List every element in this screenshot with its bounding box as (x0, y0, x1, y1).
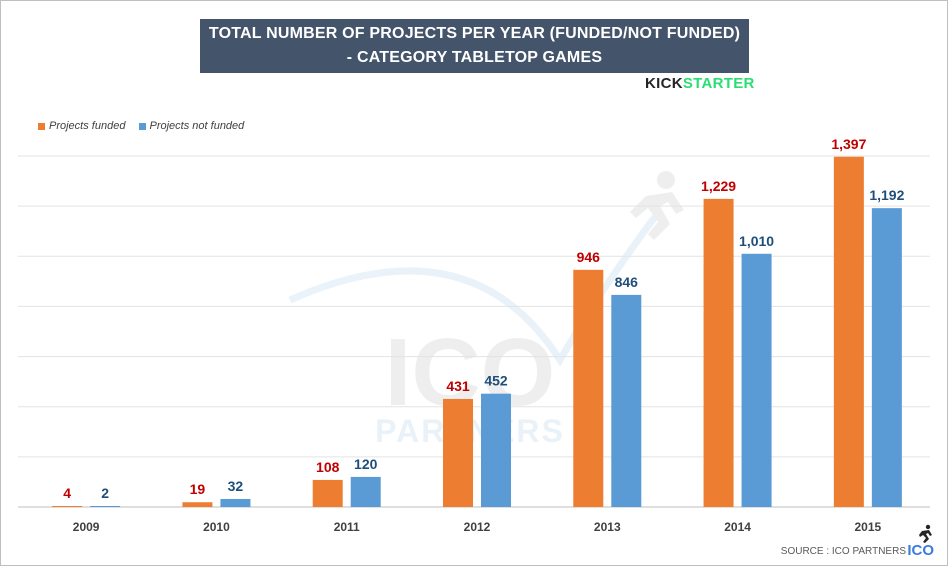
label-funded-2014: 1,229 (701, 178, 736, 194)
legend: Projects funded Projects not funded (38, 120, 254, 132)
x-tick-2015: 2015 (855, 520, 882, 534)
watermark-runner-icon (630, 171, 684, 240)
bar-not-funded-2009 (90, 506, 121, 507)
label-not-funded-2010: 32 (228, 478, 244, 494)
chart-title: TOTAL NUMBER OF PROJECTS PER YEAR (FUNDE… (200, 19, 749, 73)
legend-swatch-not-funded (138, 122, 146, 130)
label-funded-2009: 4 (63, 485, 71, 501)
label-funded-2013: 946 (577, 249, 601, 265)
bar-not-funded-2011 (350, 476, 381, 507)
legend-item-not-funded: Projects not funded (138, 120, 245, 133)
logo-part-2: STARTER (682, 75, 755, 92)
label-funded-2015: 1,397 (831, 136, 866, 152)
bar-funded-2015 (833, 156, 864, 507)
bar-not-funded-2015 (871, 208, 902, 508)
label-funded-2010: 19 (190, 481, 206, 497)
bars (52, 156, 902, 508)
bar-funded-2013 (573, 269, 604, 507)
x-tick-2012: 2012 (464, 520, 491, 534)
title-line-2: - CATEGORY TABLETOP GAMES (346, 49, 603, 66)
label-not-funded-2011: 120 (354, 456, 378, 472)
bar-funded-2014 (703, 198, 734, 508)
x-tick-2010: 2010 (203, 520, 230, 534)
x-tick-2014: 2014 (724, 520, 751, 534)
data-labels: 4 2 19 32 108 120 431 452 946 846 1,229 1,010 1,397 1… (63, 136, 904, 501)
legend-swatch-funded (38, 122, 45, 130)
gridlines (18, 155, 930, 508)
bar-not-funded-2014 (741, 253, 772, 507)
x-tick-2011: 2011 (334, 520, 360, 534)
label-not-funded-2015: 1,192 (869, 187, 904, 203)
x-tick-2009: 2009 (73, 520, 100, 534)
bar-not-funded-2013 (611, 294, 642, 507)
label-not-funded-2009: 2 (101, 485, 109, 501)
label-funded-2011: 108 (316, 459, 340, 475)
x-tick-2013: 2013 (594, 520, 621, 534)
x-axis-ticks: 2009 2010 2011 2012 2013 2014 2015 (73, 520, 882, 534)
bar-not-funded-2012 (481, 393, 511, 507)
legend-item-funded: Projects funded (38, 120, 125, 132)
label-funded-2012: 431 (446, 378, 470, 394)
source-note: SOURCE : ICO PARTNERS (780, 546, 906, 557)
legend-label-funded: Projects funded (49, 120, 126, 133)
ico-logo: ICO (907, 542, 934, 559)
label-not-funded-2013: 846 (615, 274, 639, 290)
bar-not-funded-2010 (220, 498, 251, 507)
bar-funded-2009 (52, 505, 83, 507)
kickstarter-logo: KICKSTARTER (645, 75, 755, 92)
bar-funded-2012 (443, 398, 473, 507)
logo-part-1: KICK (645, 75, 683, 92)
label-not-funded-2014: 1,010 (739, 233, 774, 249)
watermark-swoosh (288, 207, 663, 367)
label-not-funded-2012: 452 (484, 373, 508, 389)
runner-icon (919, 524, 932, 543)
bar-funded-2011 (312, 479, 343, 507)
bar-funded-2010 (182, 502, 213, 507)
title-line-1: TOTAL NUMBER OF PROJECTS PER YEAR (FUNDE… (208, 25, 741, 42)
legend-label-not-funded: Projects not funded (149, 120, 245, 133)
